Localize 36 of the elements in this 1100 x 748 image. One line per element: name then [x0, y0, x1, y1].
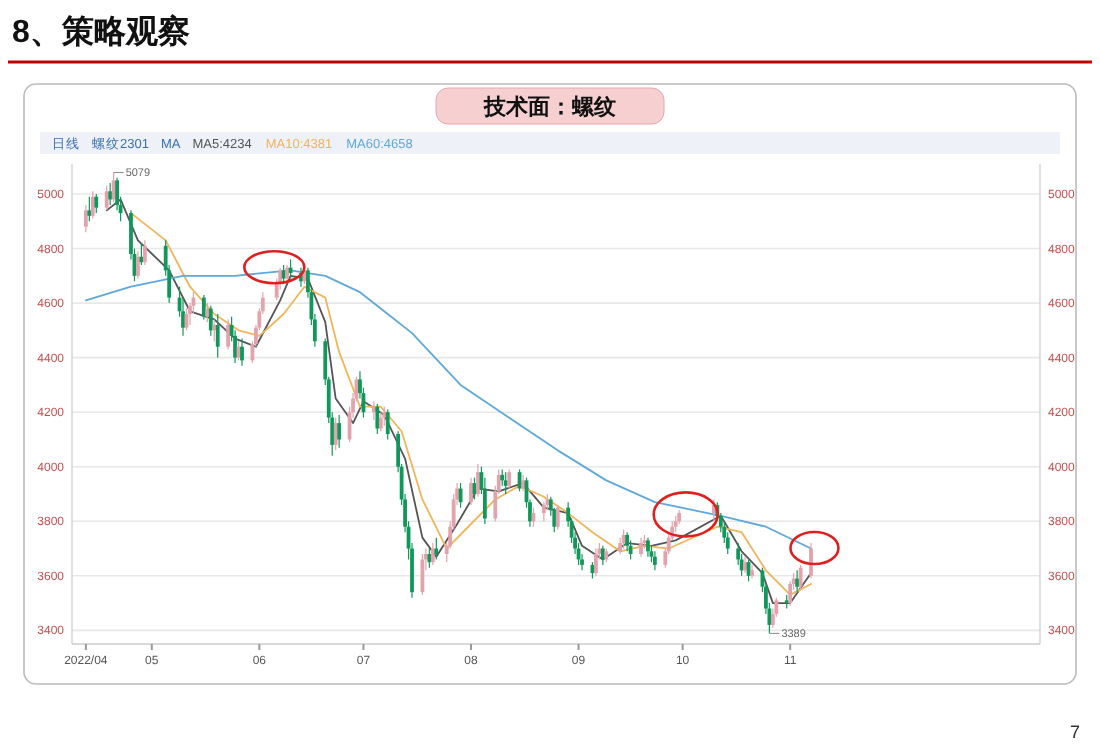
candlestick — [337, 414, 342, 449]
candlestick — [541, 501, 546, 522]
candlestick — [108, 182, 113, 206]
candlestick — [750, 564, 754, 580]
candlestick — [639, 537, 643, 558]
candlestick — [788, 580, 793, 607]
candlestick — [205, 302, 210, 323]
candlestick — [104, 185, 109, 211]
candlestick — [215, 313, 220, 359]
candlestick — [798, 564, 803, 591]
candlestick — [87, 196, 92, 222]
candlestick — [652, 550, 657, 571]
candlestick — [625, 531, 630, 552]
chart-title: 8、策略观察 — [12, 12, 190, 50]
candlestick — [142, 239, 147, 266]
candlestick — [83, 204, 88, 233]
text: 7 — [1069, 722, 1080, 742]
candlestick — [201, 294, 206, 321]
candlestick — [430, 542, 435, 566]
chart-subtitle: 技术面：螺纹 — [482, 94, 616, 120]
candlestick — [375, 403, 380, 435]
candlestick — [646, 537, 650, 558]
candlestick — [594, 547, 598, 577]
candlestick — [136, 250, 140, 280]
candlestick — [240, 337, 244, 367]
candlestick — [226, 318, 231, 351]
candlestick — [208, 305, 213, 337]
candlestick — [507, 468, 512, 490]
candlestick — [555, 504, 560, 531]
candlestick — [94, 193, 99, 214]
candlestick — [469, 477, 473, 506]
candlestick — [382, 406, 387, 427]
candlestick — [434, 537, 439, 561]
candlestick — [378, 411, 383, 432]
candlestick — [212, 318, 217, 342]
candlestick — [385, 408, 390, 441]
